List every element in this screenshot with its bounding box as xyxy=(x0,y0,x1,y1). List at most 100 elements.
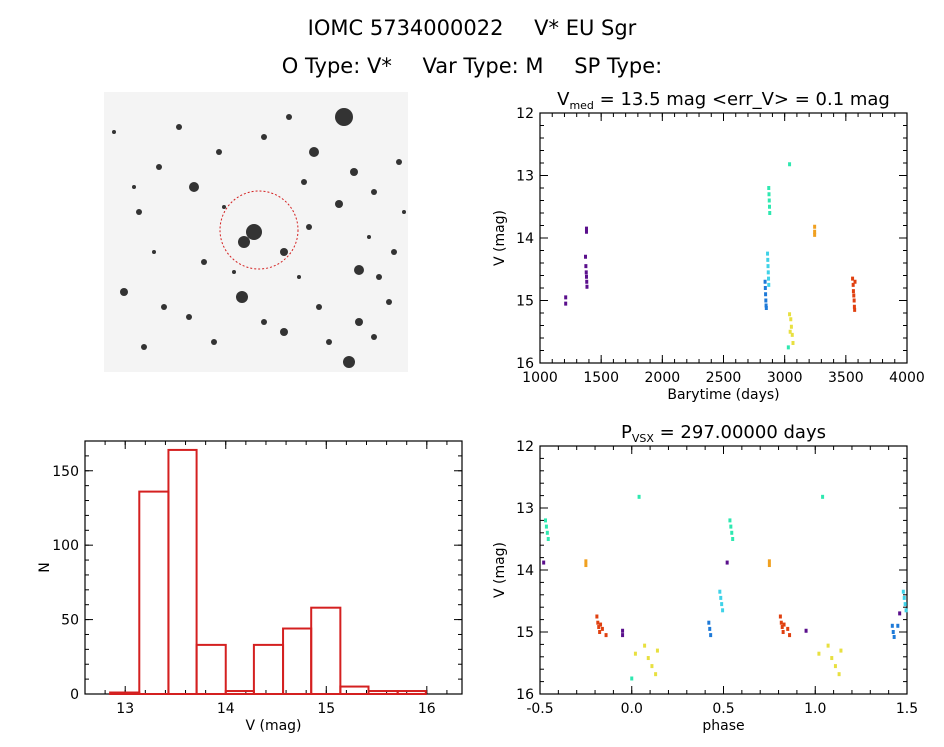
star xyxy=(112,130,116,134)
data-point xyxy=(707,620,711,625)
data-point xyxy=(852,304,856,309)
data-point xyxy=(892,634,896,639)
x-tick-label: 1.5 xyxy=(896,701,918,717)
data-point xyxy=(564,301,568,306)
data-point xyxy=(767,282,771,287)
data-point xyxy=(767,192,771,197)
data-point xyxy=(708,626,712,631)
star xyxy=(261,319,267,325)
data-point xyxy=(584,226,588,231)
star xyxy=(152,250,156,254)
plot-title: Vmed = 13.5 mag <err_V> = 0.1 mag xyxy=(557,89,890,112)
data-point xyxy=(790,332,794,337)
data-point xyxy=(546,537,550,541)
data-point xyxy=(786,345,790,350)
data-point xyxy=(731,537,735,541)
data-point xyxy=(621,628,625,633)
data-point xyxy=(851,282,855,287)
star xyxy=(354,265,364,275)
data-point xyxy=(637,494,641,499)
y-tick-label: 12 xyxy=(516,439,534,455)
data-point xyxy=(564,295,568,300)
star xyxy=(326,339,332,345)
x-tick-label: -0.5 xyxy=(526,701,553,717)
star xyxy=(176,124,182,130)
plot-title: PVSX = 297.00000 days xyxy=(621,422,826,445)
data-point xyxy=(729,524,733,529)
data-point xyxy=(585,279,589,284)
data-point xyxy=(595,614,599,619)
data-point xyxy=(903,602,907,607)
sky-image xyxy=(104,92,408,372)
data-point xyxy=(764,292,768,297)
data-point xyxy=(584,264,588,269)
data-point xyxy=(813,232,817,237)
histogram-bar xyxy=(396,690,427,696)
star xyxy=(396,159,402,165)
data-point xyxy=(779,620,783,625)
star xyxy=(201,259,207,265)
data-point xyxy=(654,672,658,677)
x-tick-label: 1500 xyxy=(583,370,619,386)
data-point xyxy=(780,625,784,630)
data-point xyxy=(839,648,843,653)
data-point xyxy=(851,289,855,294)
data-point xyxy=(813,229,817,234)
figure-subtitle: O Type: V* Var Type: M SP Type: xyxy=(0,54,944,78)
star xyxy=(301,179,307,185)
data-point xyxy=(826,643,830,648)
data-point xyxy=(902,595,906,600)
data-point xyxy=(600,626,604,631)
x-tick-label: 3500 xyxy=(828,370,864,386)
data-point xyxy=(621,633,625,638)
histogram-bar xyxy=(310,606,342,696)
histogram-bar xyxy=(167,448,198,695)
histogram-bar xyxy=(109,691,141,696)
x-tick-label: 3000 xyxy=(767,370,803,386)
star-name: V* EU Sgr xyxy=(534,16,637,40)
star xyxy=(141,344,147,350)
histogram-plot: 13 14 15 16 0 50 100 150 V (mag) N xyxy=(37,440,463,734)
star xyxy=(189,182,199,192)
star xyxy=(335,200,343,208)
data-point xyxy=(584,229,588,234)
star xyxy=(136,209,142,215)
target-marker-circle xyxy=(219,190,299,270)
histogram-bar xyxy=(282,627,313,695)
data-point xyxy=(646,656,650,661)
data-point xyxy=(898,611,902,616)
figure-title: IOMC 5734000022 V* EU Sgr xyxy=(0,16,944,40)
y-tick-label: 13 xyxy=(516,169,534,185)
data-point xyxy=(584,270,588,275)
data-point xyxy=(584,559,588,564)
data-point xyxy=(768,211,772,215)
data-point xyxy=(891,630,895,634)
x-tick-label: 13 xyxy=(116,701,134,717)
star xyxy=(246,224,262,240)
data-point xyxy=(655,648,659,653)
data-point xyxy=(778,614,782,619)
data-point xyxy=(901,589,905,594)
data-point xyxy=(630,676,634,681)
data-point xyxy=(584,563,588,568)
data-point xyxy=(544,524,548,529)
star xyxy=(402,210,406,214)
x-tick-label: 0.5 xyxy=(712,701,734,717)
y-tick-label: 100 xyxy=(52,538,79,554)
y-tick-label: 15 xyxy=(516,625,534,641)
data-point xyxy=(766,251,770,256)
data-point xyxy=(890,623,894,628)
object-id: IOMC 5734000022 xyxy=(307,16,504,40)
data-point xyxy=(643,643,647,648)
object-type: O Type: V* xyxy=(281,54,392,78)
y-axis-label: N xyxy=(37,562,53,572)
x-tick-label: 1000 xyxy=(522,370,558,386)
y-tick-label: 12 xyxy=(516,106,534,122)
y-tick-label: 150 xyxy=(52,464,79,480)
data-point xyxy=(896,623,900,628)
data-point xyxy=(904,608,908,613)
data-point xyxy=(767,204,771,209)
data-point xyxy=(764,298,768,303)
data-point xyxy=(584,274,588,279)
